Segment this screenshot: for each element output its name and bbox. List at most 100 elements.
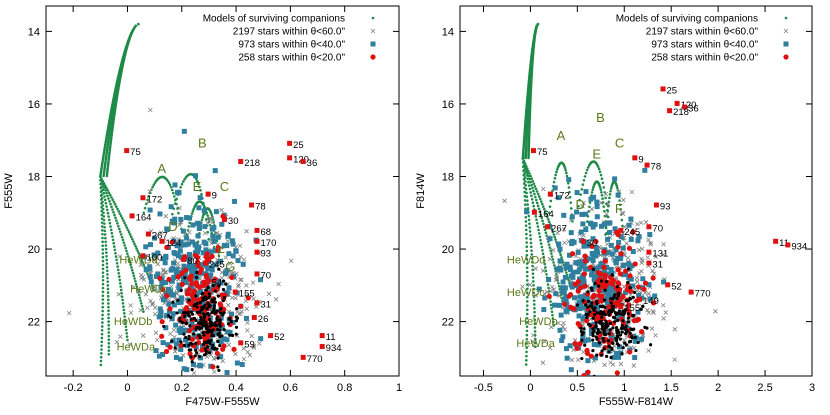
star-marker [547, 191, 553, 197]
model-point [125, 335, 129, 338]
within40-point [629, 263, 635, 269]
model-point [111, 235, 114, 238]
track-label: HeWDa [117, 342, 156, 354]
within40-point [579, 211, 585, 217]
within40-point [661, 279, 667, 285]
core-point [617, 309, 621, 313]
model-point [532, 204, 535, 208]
within40-point [190, 222, 196, 228]
star-label: 164 [136, 212, 152, 223]
model-point [142, 211, 146, 215]
model-point [121, 302, 125, 305]
core-point [631, 295, 635, 299]
model-point [531, 186, 534, 190]
core-point [234, 332, 238, 336]
within40-point [570, 274, 576, 280]
star-label: 172 [146, 194, 162, 205]
core-point [626, 312, 631, 316]
core-point [611, 315, 616, 319]
within40-point [207, 347, 213, 353]
within40-point [599, 379, 604, 384]
star-label: 25 [293, 140, 304, 151]
within40-point [235, 258, 241, 264]
core-point [632, 313, 636, 318]
within60-point [141, 277, 147, 282]
star-marker [618, 227, 624, 233]
within20-point [175, 274, 181, 280]
model-point [183, 178, 186, 181]
star-marker [268, 333, 274, 339]
within40-point [203, 263, 209, 269]
within20-point [632, 261, 638, 267]
within60-point [548, 288, 553, 294]
star-label: 93 [261, 249, 272, 260]
core-point [595, 302, 599, 306]
model-point [107, 313, 110, 316]
core-point [212, 300, 217, 304]
within40-point [177, 287, 183, 293]
within60-point [540, 268, 546, 273]
within60-point [247, 352, 253, 358]
model-point [138, 254, 141, 257]
within40-point [568, 230, 574, 236]
within40-point [191, 269, 197, 275]
within20-point [577, 285, 584, 291]
within40-point [546, 276, 552, 282]
within40-point [155, 250, 161, 256]
model-point [100, 328, 104, 332]
model-point [529, 245, 533, 249]
model-point [531, 264, 534, 268]
within60-point [241, 356, 247, 362]
core-point [606, 310, 611, 315]
model-point [101, 263, 105, 267]
within40-point [607, 378, 612, 383]
within20-point [626, 245, 633, 251]
within60-point [639, 260, 645, 266]
model-point [558, 251, 562, 254]
within40-point [190, 384, 195, 389]
within20-point [159, 333, 165, 339]
model-point [100, 332, 104, 336]
within40-point [177, 248, 183, 254]
model-point [568, 195, 572, 199]
model-point [525, 274, 529, 278]
within60-point [540, 186, 546, 192]
within60-point [646, 291, 651, 296]
core-point [614, 326, 619, 330]
core-point [624, 298, 629, 303]
within60-point [276, 281, 281, 287]
x-tick-label: 1 [396, 382, 402, 394]
model-point [126, 252, 129, 255]
within40-point [594, 199, 600, 205]
model-point [604, 226, 608, 230]
model-point [529, 241, 533, 245]
star-marker [254, 271, 260, 277]
core-point [592, 374, 596, 376]
model-point [526, 295, 529, 299]
within40-point [647, 232, 653, 238]
within40-point [628, 216, 634, 222]
within20-point [179, 270, 185, 277]
within40-point [581, 243, 587, 249]
model-point [557, 284, 561, 288]
model-point [122, 241, 126, 244]
star-label: 54 [212, 278, 223, 289]
model-point [116, 268, 120, 272]
within40-point [598, 383, 603, 388]
core-point [607, 332, 611, 336]
within40-point [585, 266, 591, 272]
within60-point [549, 324, 554, 330]
within20-point [585, 369, 591, 375]
within40-point [192, 242, 198, 248]
core-point [594, 320, 598, 325]
model-point [100, 225, 104, 228]
track-label: E [193, 179, 202, 194]
star-marker [124, 148, 130, 154]
within40-point [157, 306, 163, 312]
within40-point [224, 243, 230, 249]
core-point [189, 310, 193, 314]
star-marker [159, 238, 165, 244]
model-point [112, 245, 116, 248]
model-point [105, 205, 108, 208]
model-point [551, 317, 555, 320]
